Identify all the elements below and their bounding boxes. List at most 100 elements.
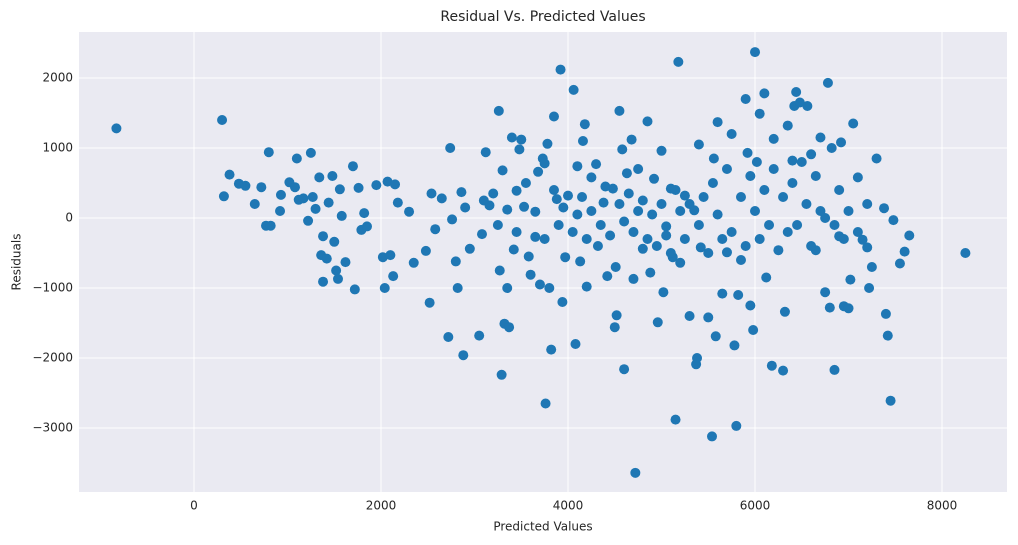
data-point [551,194,562,205]
x-tick-label: 8000 [927,499,958,513]
data-point [619,364,630,375]
data-point [904,230,915,241]
data-point [600,181,611,192]
data-point [617,144,628,155]
data-point [764,220,775,231]
data-point [778,192,789,203]
data-point [633,163,644,174]
data-point [460,202,471,213]
data-point [553,220,564,231]
data-point [508,244,519,255]
data-point [494,265,505,276]
data-point [888,215,899,226]
data-point [456,187,467,198]
data-point [684,199,695,210]
data-point [533,166,544,177]
data-point [735,255,746,266]
data-point [379,283,390,294]
data-point [605,230,616,241]
data-point [806,149,817,160]
data-point [430,224,441,235]
data-point [307,192,318,203]
data-point [630,467,641,478]
data-point [332,273,343,284]
data-point [791,86,802,97]
data-point [530,231,541,242]
data-point [693,139,704,150]
data-point [323,197,334,208]
data-point [598,197,609,208]
data-point [291,153,302,164]
x-tick-label: 6000 [740,499,771,513]
data-point [557,297,568,308]
data-point [742,147,753,158]
data-point [960,248,971,259]
data-point [885,395,896,406]
data-point [761,272,772,283]
data-point [602,271,613,282]
data-point [595,220,606,231]
data-point [731,420,742,431]
data-point [768,133,779,144]
data-point [539,158,550,169]
data-point [810,170,821,181]
data-point [560,252,571,263]
data-point [464,243,475,254]
x-tick-label: 0 [190,499,198,513]
data-point [787,155,798,166]
data-point [637,195,648,206]
data-point [773,245,784,256]
data-point [476,229,487,240]
data-point [628,273,639,284]
data-point [642,234,653,245]
data-point [740,93,751,104]
data-point [864,283,875,294]
data-point [862,199,873,210]
data-point [679,190,690,201]
x-axis-label: Predicted Values [493,520,592,534]
y-tick-label: 2000 [42,70,73,84]
data-point [614,105,625,116]
data-point [779,306,790,317]
data-point [217,114,228,125]
data-point [575,256,586,267]
data-point [420,245,431,256]
data-point [567,227,578,238]
data-point [568,84,579,95]
data-point [838,234,849,245]
data-point [824,302,835,313]
data-point [218,191,229,202]
data-point [829,220,840,231]
data-point [707,177,718,188]
data-point [321,253,332,264]
data-point [673,56,684,67]
data-point [679,234,690,245]
data-point [759,185,770,196]
data-point [511,185,522,196]
data-point [852,172,863,183]
data-point [519,201,530,212]
data-point [539,234,550,245]
data-point [404,206,415,217]
data-point [586,206,597,217]
data-point [310,203,321,214]
data-point [496,369,507,380]
data-point [327,170,338,181]
data-point [880,308,891,319]
data-point [488,188,499,199]
data-point [305,147,316,158]
data-point [836,137,847,148]
data-point [548,185,559,196]
data-point [361,221,372,232]
y-tick-label: −2000 [32,351,73,365]
data-point [426,188,437,199]
data-point [548,111,559,122]
data-point [447,214,458,225]
data-point [424,297,435,308]
data-point [525,269,536,280]
y-tick-label: 1000 [42,140,73,154]
data-point [815,132,826,143]
data-point [450,256,461,267]
data-point [385,250,396,261]
data-point [623,188,634,199]
